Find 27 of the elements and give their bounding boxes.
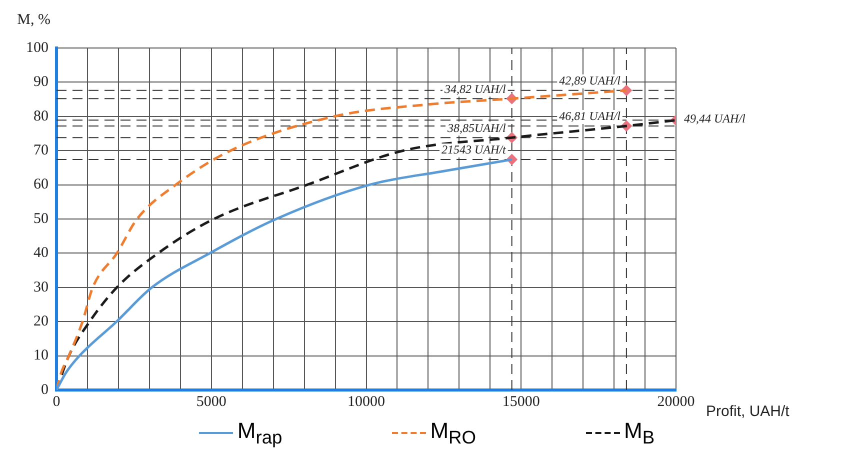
y-tick-label: 30	[34, 279, 48, 296]
y-tick-label: 100	[26, 40, 48, 56]
annotation: 21543 UAH/t	[442, 142, 506, 157]
y-tick-label: 20	[34, 314, 48, 330]
legend-label: M$_{rap}$	[237, 418, 282, 448]
annotation: 38,85UAH/l	[446, 120, 506, 135]
annotation: 49,44 UAH/l	[684, 111, 746, 126]
x-tick-label: 15000	[502, 394, 540, 410]
y-tick-label: 90	[34, 74, 48, 90]
y-axis-title: M, %	[17, 12, 50, 28]
x-tick-label: 5000	[196, 394, 226, 410]
legend-label: M$_{B}$	[624, 418, 655, 448]
x-tick-label: 0	[52, 394, 60, 410]
annotation: 34,82 UAH/l	[444, 82, 506, 96]
annotation: 46,81 UAH/l	[559, 109, 622, 124]
x-axis-title: Profit, UAH/t	[706, 403, 790, 420]
x-tick-label: 10000	[348, 394, 385, 410]
x-tick-label: 20000	[657, 394, 695, 410]
y-tick-label: 40	[34, 245, 48, 262]
y-tick-label: 10	[34, 348, 48, 364]
y-tick-label: 0	[41, 382, 48, 398]
annotation: 42,89 UAH/l	[559, 74, 622, 88]
legend-label: M$_{RO}$	[430, 418, 476, 448]
y-tick-label: 60	[34, 176, 48, 193]
y-tick-label: 50	[34, 210, 48, 227]
y-tick-label: 80	[34, 108, 48, 124]
y-tick-label: 70	[34, 142, 48, 159]
